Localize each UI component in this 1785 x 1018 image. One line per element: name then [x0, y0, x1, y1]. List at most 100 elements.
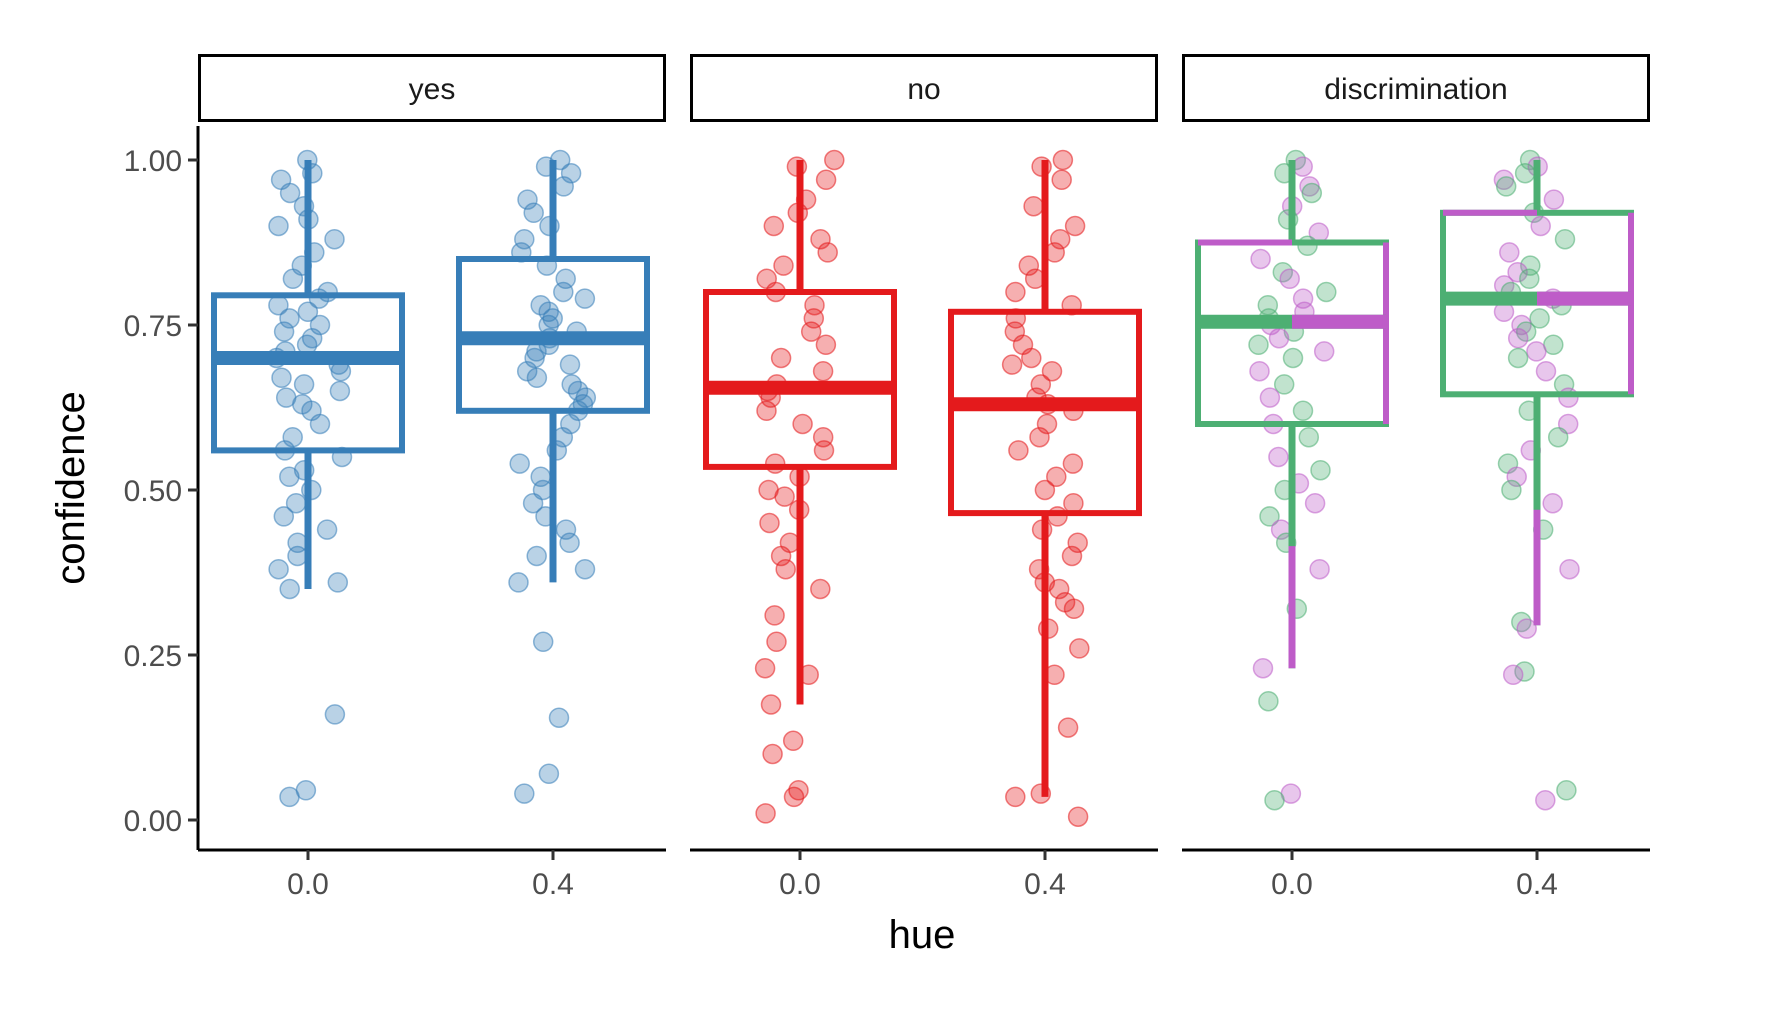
data-point [273, 321, 295, 342]
y-tick-label: 0.75 [124, 310, 182, 343]
data-point [1530, 215, 1551, 237]
data-point [1507, 261, 1528, 283]
data-point [293, 374, 315, 395]
data-point [783, 786, 805, 808]
data-point [1501, 479, 1522, 501]
data-point [1250, 248, 1271, 270]
box-0.4 [1440, 160, 1634, 626]
data-point [1542, 492, 1563, 514]
data-point [514, 783, 535, 804]
data-point [559, 354, 581, 375]
data-point [279, 466, 300, 488]
data-point [1499, 242, 1520, 263]
data-point [800, 321, 822, 342]
data-point [273, 506, 295, 527]
data-point [1506, 466, 1527, 488]
box-rect [948, 308, 1142, 517]
data-point [1259, 506, 1280, 527]
data-point [1495, 176, 1517, 197]
data-point [530, 294, 551, 316]
data-point [766, 631, 787, 653]
data-point [1309, 558, 1330, 580]
data-point [815, 334, 837, 356]
data-point [759, 512, 780, 534]
data-point [1543, 334, 1564, 356]
data-point [760, 694, 782, 715]
strip-box [1182, 54, 1650, 122]
data-point [1001, 354, 1023, 375]
data-point [1313, 341, 1335, 362]
data-point [1511, 611, 1532, 633]
data-point [773, 255, 794, 276]
data-point [1063, 492, 1084, 514]
strip-box [198, 54, 666, 122]
data-point [309, 413, 331, 435]
data-point [1258, 690, 1279, 712]
data-point [1507, 347, 1529, 369]
data-point [1061, 545, 1083, 567]
x-tick-label: 0.0 [1271, 868, 1313, 901]
data-point [1515, 321, 1537, 342]
data-point [509, 453, 530, 474]
x-tick-label: 0.4 [532, 868, 574, 901]
data-point [1051, 169, 1072, 191]
data-point [574, 558, 596, 580]
data-point [279, 182, 301, 204]
data-point [548, 707, 570, 728]
x-tick-label: 0.0 [779, 868, 821, 901]
x-tick-label: 0.0 [287, 868, 329, 901]
data-point [1049, 228, 1071, 250]
data-point [1268, 327, 1290, 349]
data-point [1301, 182, 1323, 204]
data-point [287, 545, 308, 567]
data-point [523, 202, 544, 224]
y-tick-label: 0.25 [124, 640, 182, 673]
data-point [1310, 459, 1331, 481]
data-point [1069, 638, 1090, 659]
data-point [763, 215, 785, 237]
data-point [762, 743, 783, 765]
data-point [553, 281, 574, 303]
data-point [538, 763, 560, 785]
data-point [1041, 360, 1063, 382]
x-tick-label: 0.4 [1024, 868, 1066, 901]
data-point [810, 578, 831, 600]
data-point [764, 605, 785, 626]
x-tick-label: 0.4 [1516, 868, 1558, 901]
data-point [1273, 374, 1295, 395]
data-point [279, 578, 300, 600]
data-point [1005, 786, 1026, 808]
data-point [1067, 806, 1089, 827]
data-point [1018, 255, 1040, 276]
data-point [1554, 228, 1576, 250]
data-point [324, 704, 346, 725]
data-point [1298, 426, 1320, 448]
data-point [1029, 426, 1050, 448]
data-point [1063, 598, 1085, 620]
data-point [1516, 618, 1537, 639]
data-point [1559, 558, 1580, 580]
data-point [775, 558, 796, 580]
panels: yes 0.0 0.4 no 0.0 0.4 discrimination 0.0 0.4 [198, 54, 1650, 901]
data-point [756, 400, 777, 422]
data-point [1023, 195, 1044, 217]
data-point [1558, 387, 1579, 408]
data-point [271, 367, 292, 389]
data-point [1268, 446, 1289, 468]
y-axis-title: confidence [49, 391, 93, 584]
data-point [1030, 374, 1052, 395]
data-point [1514, 162, 1536, 184]
data-point [824, 149, 845, 171]
data-point [555, 268, 576, 290]
panel-no: no 0.0 0.4 [690, 54, 1158, 901]
data-point [1556, 780, 1577, 801]
data-point [770, 545, 792, 567]
data-point [532, 631, 554, 653]
data-point [526, 367, 548, 389]
data-point [1292, 400, 1314, 422]
data-point [324, 228, 345, 250]
data-point [1062, 453, 1084, 474]
box-0.0 [1195, 160, 1389, 669]
data-point [1507, 327, 1529, 349]
